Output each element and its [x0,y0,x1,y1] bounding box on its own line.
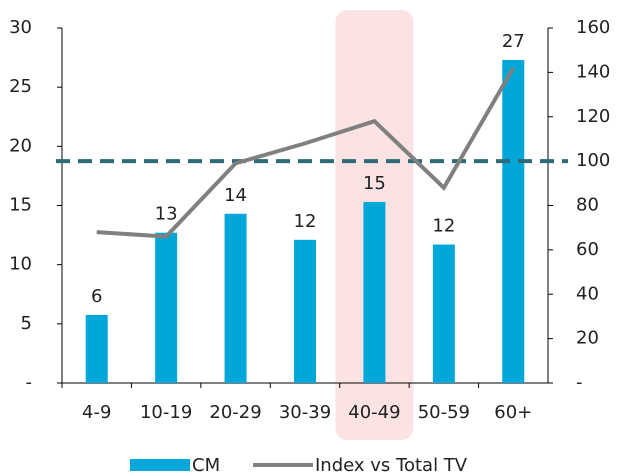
x-tick-label: 20-29 [209,402,261,423]
y2-tick-label: - [576,372,583,393]
x-tick-label: 4-9 [82,402,111,423]
y2-tick-label: 20 [576,328,599,349]
y-tick-label: 10 [9,254,32,275]
bar [224,213,247,383]
data-label: 27 [502,31,525,52]
x-tick-label: 60+ [494,402,532,423]
y2-tick-label: 60 [576,239,599,260]
y2-tick-label: 160 [576,17,610,38]
data-label: 13 [155,204,178,225]
y2-tick-label: 120 [576,106,610,127]
data-label: 6 [91,286,102,307]
legend-label: CM [192,455,220,476]
data-label: 12 [432,216,455,237]
bar [502,59,525,383]
legend-swatch [130,459,190,471]
data-label: 14 [224,185,247,206]
bar [432,244,455,383]
bar [85,314,108,383]
line-series [96,66,516,239]
y-tick-label: 20 [9,135,32,156]
y2-tick-label: 140 [576,61,610,82]
y2-tick-label: 80 [576,195,599,216]
x-tick-label: 40-49 [348,402,400,423]
x-tick-label: 10-19 [140,402,192,423]
bar [363,201,386,383]
x-tick-label: 50-59 [418,402,470,423]
y-tick-label: - [26,372,33,393]
y-tick-label: 25 [9,76,32,97]
y-tick-label: 30 [9,17,32,38]
y2-tick-label: 100 [576,150,610,171]
y-tick-label: 15 [9,195,32,216]
data-label: 15 [363,173,386,194]
legend-label: Index vs Total TV [315,455,468,476]
y2-tick-label: 40 [576,283,599,304]
y-tick-label: 5 [21,313,32,334]
bar [155,232,178,383]
data-label: 12 [294,211,317,232]
bar [294,239,316,383]
x-tick-label: 30-39 [279,402,331,423]
